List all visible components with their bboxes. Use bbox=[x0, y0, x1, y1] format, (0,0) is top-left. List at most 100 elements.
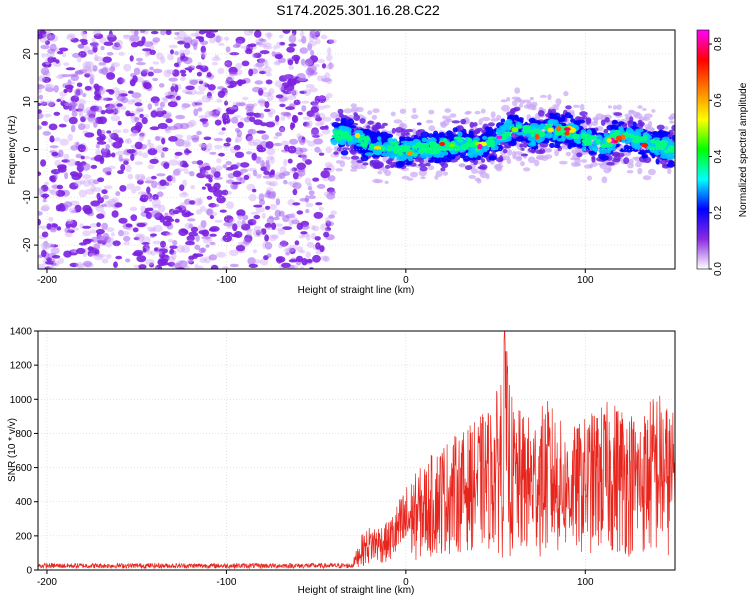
noise-speck bbox=[182, 163, 189, 168]
noise-speck bbox=[205, 32, 216, 39]
signal-speck bbox=[511, 96, 520, 100]
noise-speck bbox=[242, 96, 249, 101]
noise-speck bbox=[296, 222, 303, 230]
noise-speck bbox=[50, 247, 61, 255]
noise-speck bbox=[112, 108, 119, 115]
signal-peak bbox=[606, 138, 612, 143]
noise-speck bbox=[198, 164, 204, 169]
signal-speck bbox=[457, 131, 463, 137]
noise-speck bbox=[94, 56, 104, 62]
noise-speck bbox=[194, 198, 202, 206]
noise-speck bbox=[293, 217, 298, 222]
signal-speck bbox=[343, 108, 352, 114]
signal-speck bbox=[626, 170, 634, 174]
noise-speck bbox=[254, 80, 264, 85]
snr-xlabel: Height of straight line (km) bbox=[298, 585, 415, 596]
noise-speck bbox=[48, 102, 56, 107]
noise-speck bbox=[268, 88, 275, 95]
noise-speck bbox=[41, 204, 50, 211]
signal-speck bbox=[440, 167, 446, 172]
noise-speck bbox=[265, 159, 270, 165]
noise-speck bbox=[245, 133, 253, 142]
noise-speck bbox=[134, 141, 143, 150]
noise-speck bbox=[190, 226, 199, 233]
noise-speck bbox=[157, 258, 167, 267]
noise-speck bbox=[78, 112, 83, 118]
noise-speck bbox=[215, 107, 222, 115]
noise-speck bbox=[305, 251, 311, 258]
noise-speck bbox=[158, 83, 165, 88]
noise-speck bbox=[129, 206, 138, 212]
signal-speck bbox=[466, 137, 472, 142]
noise-speck bbox=[307, 40, 317, 47]
noise-speck bbox=[201, 170, 209, 176]
noise-speck bbox=[283, 158, 288, 167]
signal-speck bbox=[567, 144, 572, 150]
noise-speck bbox=[165, 232, 174, 236]
noise-speck bbox=[105, 240, 113, 248]
noise-speck bbox=[106, 33, 116, 38]
signal-speck bbox=[485, 139, 495, 147]
snr-ytick-label: 1200 bbox=[10, 361, 33, 372]
noise-speck bbox=[240, 45, 249, 49]
noise-speck bbox=[287, 59, 294, 66]
noise-speck bbox=[181, 168, 189, 172]
signal-speck bbox=[367, 120, 374, 125]
noise-speck bbox=[225, 137, 232, 143]
noise-speck bbox=[291, 115, 299, 124]
noise-speck bbox=[236, 176, 243, 182]
signal-speck bbox=[648, 120, 653, 128]
noise-speck bbox=[269, 180, 278, 187]
noise-speck bbox=[38, 112, 44, 119]
noise-speck bbox=[120, 158, 130, 162]
noise-speck bbox=[122, 34, 131, 38]
signal-speck bbox=[554, 140, 561, 147]
noise-speck bbox=[105, 254, 112, 259]
noise-speck bbox=[92, 65, 98, 72]
signal-speck bbox=[647, 168, 656, 176]
noise-speck bbox=[188, 260, 194, 265]
noise-speck bbox=[269, 203, 277, 211]
noise-speck bbox=[165, 182, 173, 186]
noise-speck bbox=[225, 46, 231, 53]
noise-speck bbox=[305, 84, 315, 89]
noise-speck bbox=[157, 122, 168, 130]
noise-speck bbox=[160, 231, 171, 236]
noise-speck bbox=[208, 177, 213, 183]
noise-speck bbox=[206, 92, 212, 99]
noise-speck bbox=[327, 47, 332, 56]
noise-speck bbox=[233, 144, 241, 151]
noise-speck bbox=[159, 215, 165, 223]
noise-speck bbox=[112, 44, 122, 51]
signal-speck bbox=[350, 149, 357, 155]
noise-speck bbox=[301, 258, 308, 266]
noise-speck bbox=[160, 152, 165, 159]
noise-speck bbox=[148, 194, 153, 202]
signal-speck bbox=[663, 131, 671, 135]
noise-speck bbox=[57, 164, 67, 170]
noise-speck bbox=[290, 33, 296, 42]
noise-speck bbox=[243, 237, 252, 245]
noise-speck bbox=[235, 80, 244, 85]
noise-speck bbox=[283, 179, 288, 185]
signal-speck bbox=[391, 127, 396, 134]
noise-speck bbox=[327, 63, 335, 67]
noise-speck bbox=[274, 53, 283, 60]
noise-speck bbox=[281, 262, 291, 268]
spectrogram-ytick-label: 10 bbox=[22, 96, 33, 108]
noise-speck bbox=[96, 136, 105, 142]
signal-speck bbox=[337, 147, 342, 152]
noise-speck bbox=[82, 163, 91, 171]
noise-speck bbox=[209, 233, 217, 237]
noise-speck bbox=[68, 104, 76, 111]
noise-speck bbox=[85, 61, 95, 69]
noise-speck bbox=[115, 191, 121, 197]
noise-speck bbox=[184, 42, 191, 49]
noise-speck bbox=[135, 107, 141, 115]
noise-speck bbox=[283, 74, 291, 80]
noise-speck bbox=[258, 193, 265, 202]
signal-speck bbox=[666, 162, 675, 168]
noise-speck bbox=[269, 215, 274, 219]
signal-speck bbox=[416, 122, 422, 126]
noise-speck bbox=[108, 89, 115, 95]
